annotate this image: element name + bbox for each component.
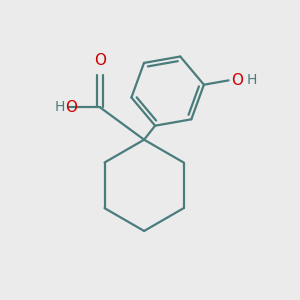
Text: O: O	[94, 53, 106, 68]
Text: O: O	[231, 73, 243, 88]
Text: H: H	[247, 74, 257, 87]
Text: O: O	[65, 100, 77, 115]
Text: H: H	[55, 100, 65, 114]
